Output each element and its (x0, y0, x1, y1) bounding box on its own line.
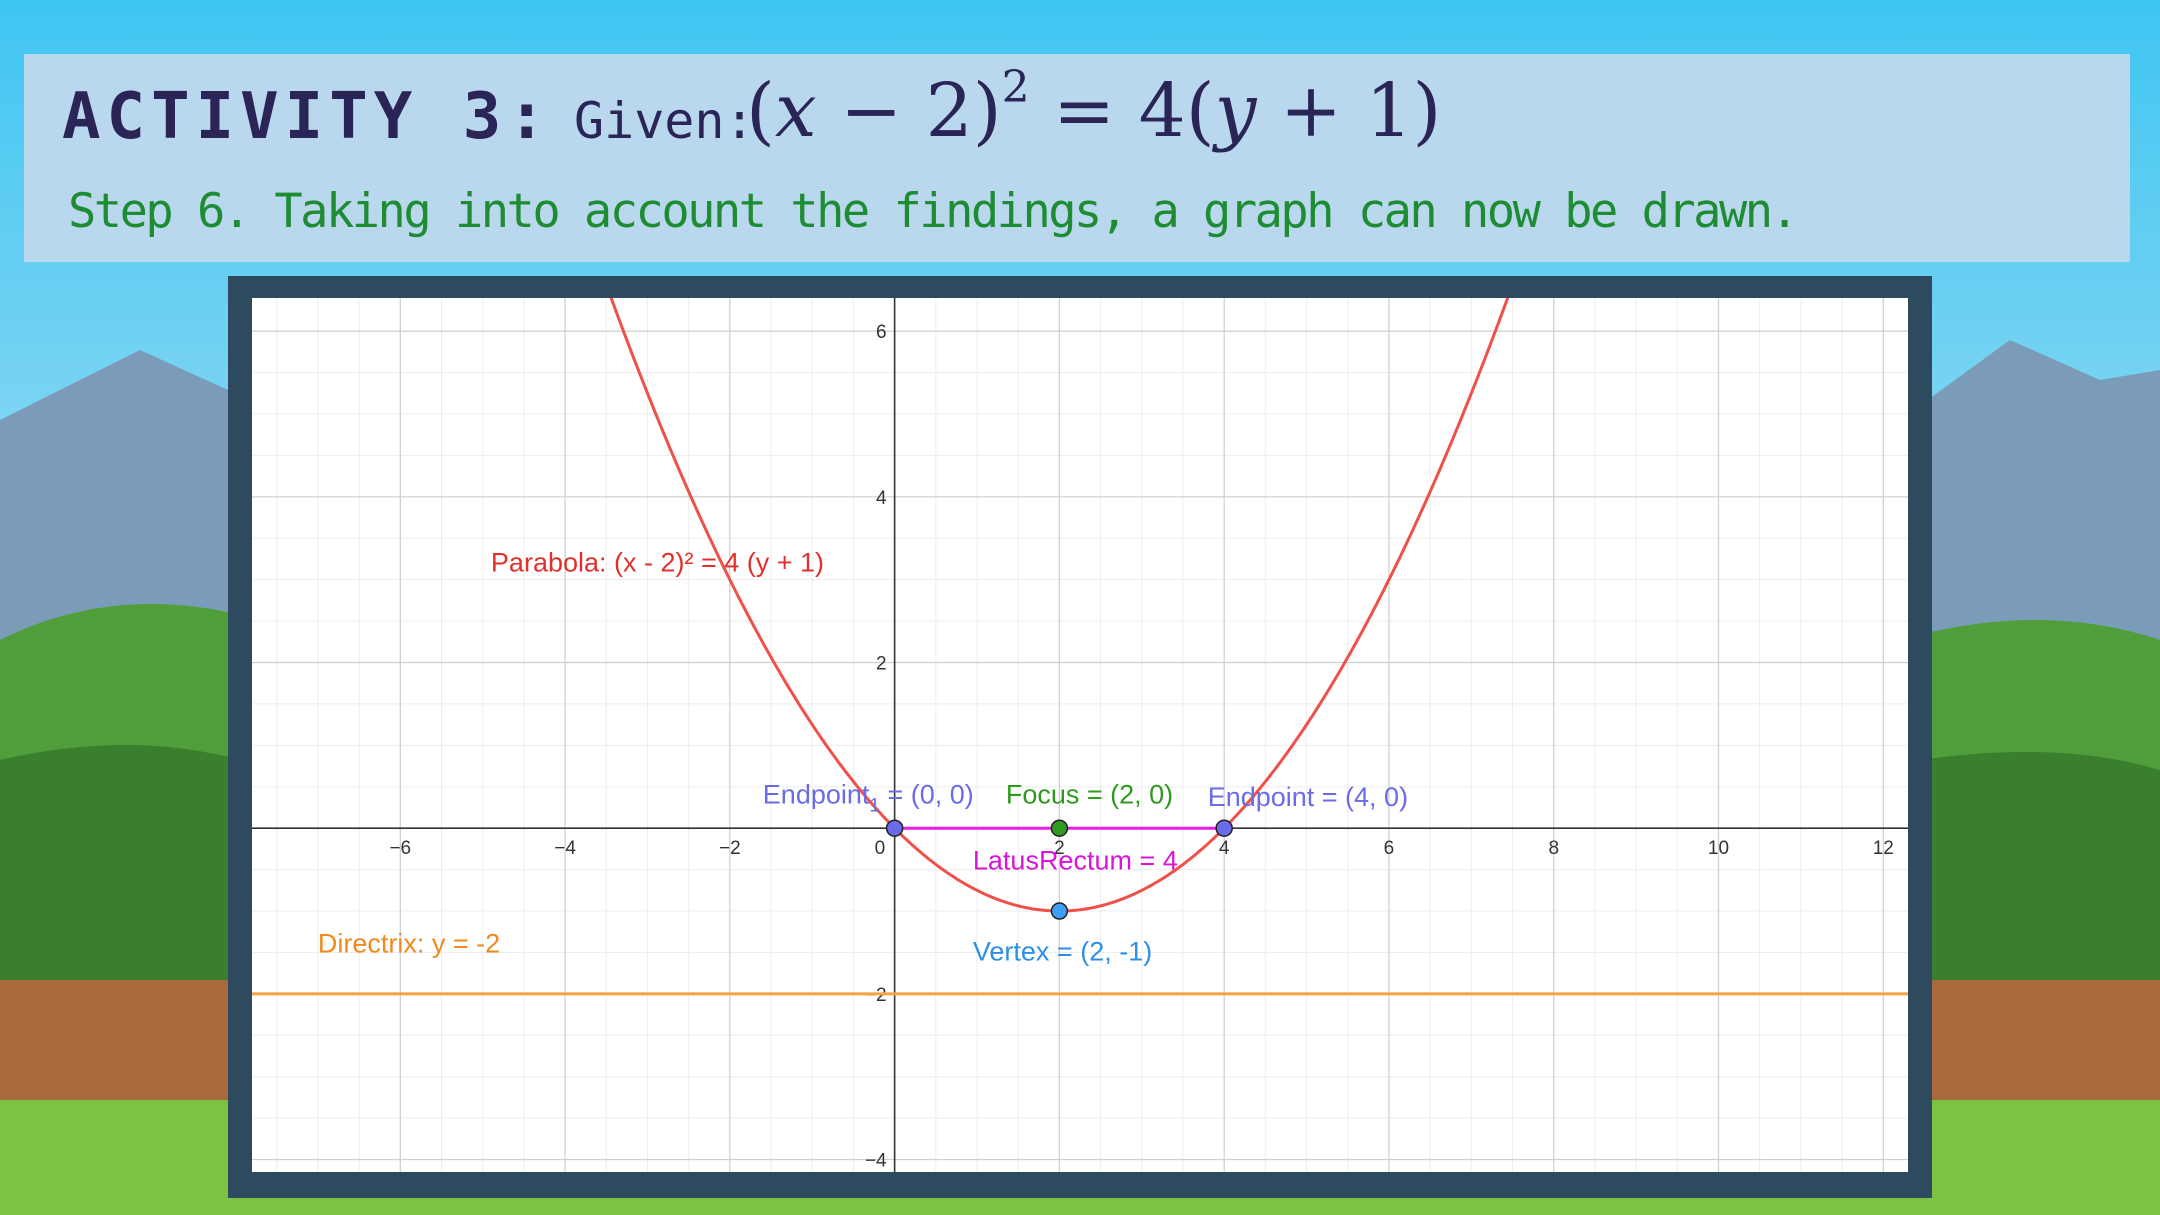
directrix-label: Directrix: y = -2 (318, 928, 500, 958)
x-tick-label: 6 (1384, 838, 1395, 859)
equation-open-paren: ( (746, 68, 775, 154)
endpoint-1-label-value: = (0, 0) (880, 779, 974, 809)
y-tick-label: −4 (865, 1151, 887, 1172)
endpoint-1-label-main: Endpoint (763, 779, 870, 809)
equation-minus-term: − 2) (816, 68, 1002, 154)
equation-exponent: 2 (1001, 62, 1030, 113)
x-tick-label: 8 (1548, 838, 1559, 859)
endpoint-1-label-subscript: 1 (869, 795, 880, 816)
latus-rectum-label: LatusRectum = 4 (973, 846, 1178, 876)
vertex-point[interactable] (1050, 902, 1069, 920)
activity-title: ACTIVITY 3: (62, 80, 552, 154)
focus-point[interactable] (1050, 819, 1069, 837)
given-label: Given: (574, 92, 755, 150)
equation-var-y: y (1214, 68, 1257, 154)
equation-var-x: x (774, 68, 817, 154)
equation-equals-term: = 4( (1029, 68, 1215, 154)
y-tick-label: 2 (876, 654, 887, 675)
y-tick-label: 6 (876, 322, 887, 343)
x-tick-label: 4 (1219, 838, 1230, 859)
x-tick-label: −2 (719, 838, 741, 859)
endpoint-1-label: Endpoint1 = (0, 0) (763, 779, 974, 816)
x-tick-label: −6 (389, 838, 411, 859)
equation-plus-term: + 1) (1256, 68, 1442, 154)
x-tick-label: 12 (1873, 838, 1894, 859)
endpoint-1-point[interactable] (885, 819, 904, 837)
endpoint-2-label: Endpoint = (4, 0) (1208, 782, 1408, 812)
step-text: Step 6. Taking into account the findings… (68, 184, 1799, 239)
endpoint-2-point[interactable] (1215, 819, 1233, 837)
vertex-label: Vertex = (2, -1) (973, 937, 1152, 967)
x-tick-label: 2 (1054, 838, 1065, 859)
x-tick-label: 10 (1708, 838, 1729, 859)
y-tick-label: 4 (876, 488, 887, 509)
parabola-curve (609, 298, 1510, 913)
given-equation: (x − 2)2 = 4(y + 1) (746, 66, 1442, 155)
header-panel: ACTIVITY 3: Given: (x − 2)2 = 4(y + 1) S… (24, 54, 2130, 262)
x-tick-label: 0 (875, 838, 886, 859)
parabola-label: Parabola: (x - 2)² = 4 (y + 1) (491, 547, 824, 577)
x-tick-label: −4 (554, 838, 576, 859)
focus-label: Focus = (2, 0) (1006, 779, 1173, 809)
